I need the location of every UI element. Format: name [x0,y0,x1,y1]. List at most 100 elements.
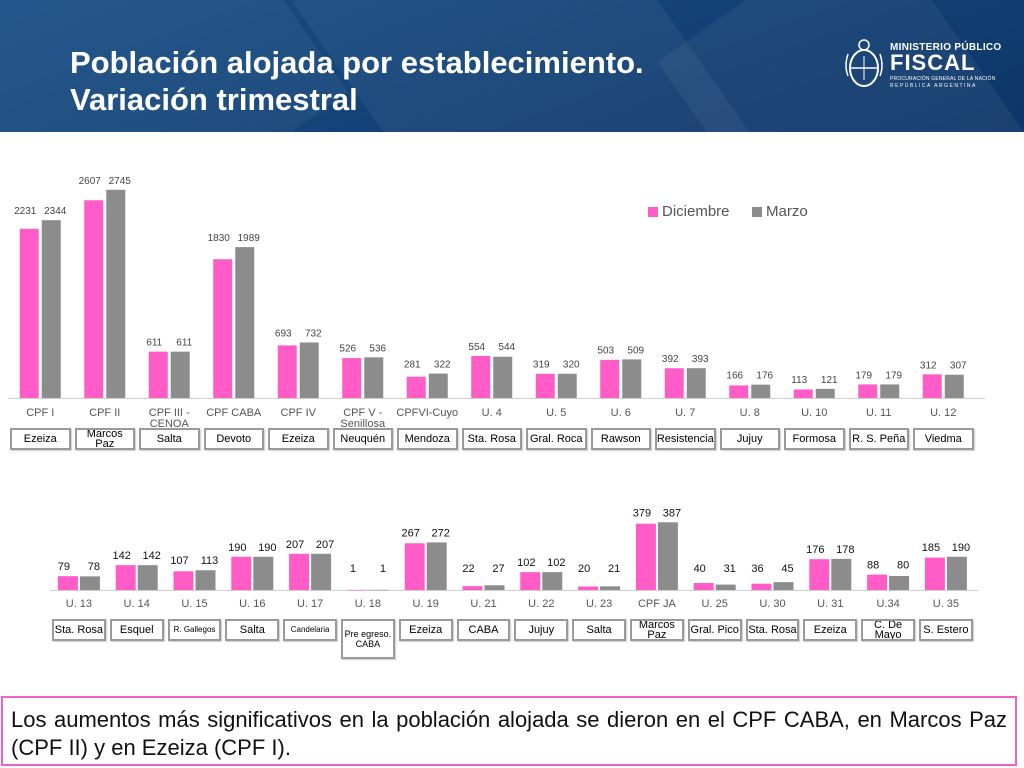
logo-line-1: MINISTERIO PÚBLICO [890,42,1002,53]
data-label-diciembre: 40 [694,563,706,575]
bar-diciembre [148,351,168,398]
location-box: Neuquén [332,428,393,450]
category-label: CPF CABA [206,407,262,419]
bar-diciembre [600,359,620,398]
bar-marzo [946,556,967,590]
location-box: Esquel [109,619,164,641]
bar-marzo [299,342,319,398]
data-label-marzo: 176 [756,371,773,382]
data-label-diciembre: 142 [113,550,131,562]
category-label: CPFVI-Cuyo [396,407,458,419]
bar-marzo [428,373,448,398]
bar-marzo [195,570,216,590]
category-label: U. 6 [611,407,631,419]
data-label-diciembre: 611 [146,338,162,349]
data-label-diciembre: 2231 [14,206,37,217]
bar-diciembre [84,200,104,398]
bar-marzo [426,542,447,590]
location-box: Jujuy [719,428,780,450]
data-label-diciembre: 392 [662,354,679,365]
location-box: CABA [456,619,511,641]
bar-diciembre [924,557,945,590]
data-label-marzo: 27 [492,563,504,575]
data-label-marzo: 179 [885,370,902,381]
bar-diciembre [115,565,136,590]
title-line-2: Variación trimestral [70,82,358,117]
data-label-marzo: 31 [724,563,736,575]
category-label: U.34 [876,598,899,610]
data-label-marzo: 509 [627,345,644,356]
location-box: Ezeiza [398,619,453,641]
location-box: Devoto [203,428,264,450]
category-label: U. 25 [702,598,728,610]
category-label: CPF V - [343,407,382,419]
location-box: Candelaria [283,619,337,641]
category-label: U. 21 [470,598,496,610]
legend-swatch-diciembre [648,207,658,217]
bar-diciembre [858,384,878,398]
location-box: Ezeiza [268,428,329,450]
footer-note: Los aumentos más significativos en la po… [1,696,1017,766]
category-label: CPF II [89,407,120,419]
coat-of-arms-icon [845,39,883,87]
title-line-1: Población alojada por establecimiento. [70,45,644,80]
bar-marzo [493,356,513,398]
category-label: U. 23 [586,598,612,610]
location-box: Marcos Paz [74,428,135,450]
data-label-marzo: 544 [498,342,515,353]
location-box: Formosa [784,428,845,450]
bar-diciembre [751,583,772,590]
ministerio-logo: MINISTERIO PÚBLICO FISCAL PROCURACIÓN GE… [842,36,1001,98]
data-label-diciembre: 185 [922,542,940,554]
bar-diciembre [729,385,749,398]
data-label-diciembre: 281 [404,360,421,371]
category-label: U. 12 [930,407,956,419]
category-label: CPF I [26,407,54,419]
data-label-marzo: 142 [143,550,161,562]
data-label-diciembre: 267 [402,527,420,539]
category-label: U. 7 [675,407,695,419]
bar-diciembre [635,523,656,590]
data-label-diciembre: 526 [339,343,356,354]
location-box: Viedma [913,428,974,450]
location-box: Salta [572,619,626,641]
data-label-marzo: 387 [663,507,681,519]
bar-diciembre [809,559,830,590]
data-label-diciembre: 693 [275,328,292,339]
bar-diciembre [406,376,426,398]
bar-marzo [170,351,190,398]
bar-diciembre [693,583,714,590]
bar-diciembre [277,345,297,398]
data-label-marzo: 45 [781,563,793,575]
data-label-marzo: 611 [176,338,192,349]
bar-marzo [657,522,678,590]
data-label-diciembre: 207 [286,539,304,551]
bar-marzo [364,357,384,398]
bar-marzo [715,584,736,590]
bar-diciembre [535,373,555,398]
data-label-marzo: 536 [369,343,386,354]
data-label-marzo: 2745 [109,176,132,187]
location-box: R. Gallegos [167,619,222,641]
bar-marzo [622,359,642,398]
data-label-marzo: 21 [608,563,620,575]
bar-marzo [944,374,964,398]
category-label: CPF JA [638,598,677,610]
bar-diciembre [793,389,813,398]
data-label-diciembre: 113 [791,375,807,386]
location-box: Pre egreso. CABA [341,619,395,659]
data-label-diciembre: 166 [726,371,743,382]
bar-diciembre [19,228,39,398]
location-box: Salta [225,619,280,641]
data-label-diciembre: 1 [350,563,356,575]
bar-marzo [253,556,274,590]
bar-diciembre [57,576,78,590]
data-label-diciembre: 312 [920,360,937,371]
bar-marzo [79,576,100,590]
location-box: Ezeiza [10,428,71,450]
category-label: U. 16 [239,598,265,610]
data-label-marzo: 272 [432,527,450,539]
data-label-diciembre: 379 [633,507,651,519]
category-label: U. 17 [297,598,323,610]
